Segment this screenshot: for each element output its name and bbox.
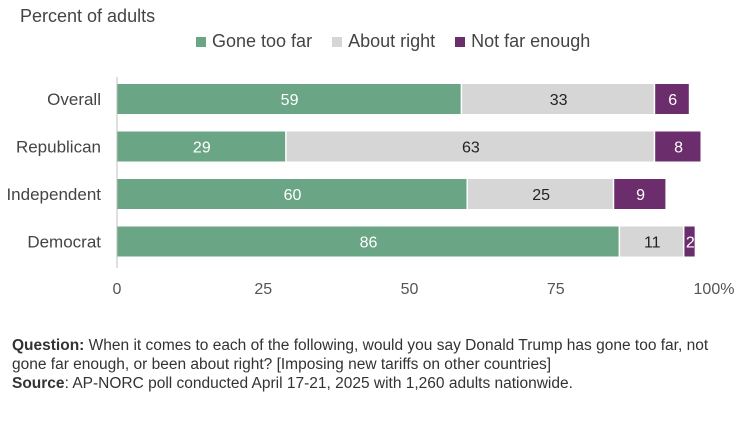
data-label-about-right-overall: 33 — [550, 92, 568, 109]
data-label-not-far-enough-democrat: 2 — [686, 235, 695, 252]
legend-swatch-not-far-enough — [455, 36, 466, 47]
legend-label-not-far-enough: Not far enough — [471, 31, 591, 51]
data-label-about-right-republican: 63 — [462, 140, 480, 157]
data-label-gone-too-far-overall: 59 — [281, 92, 299, 109]
category-label-democrat: Democrat — [27, 233, 101, 252]
category-label-overall: Overall — [47, 90, 101, 109]
data-label-gone-too-far-democrat: 86 — [360, 235, 378, 252]
x-tick-label-75: 75 — [547, 281, 565, 298]
bar-about-right-independent — [468, 179, 613, 209]
data-label-not-far-enough-independent: 9 — [636, 187, 645, 204]
x-tick-label-25: 25 — [254, 281, 272, 298]
legend-swatch-about-right — [332, 36, 343, 47]
chart-footer: Question: When it comes to each of the f… — [12, 336, 732, 393]
data-label-about-right-democrat: 11 — [644, 235, 661, 252]
bar-not-far-enough-overall — [655, 84, 689, 114]
source-label: Source — [12, 375, 65, 392]
category-label-republican: Republican — [16, 138, 101, 157]
bar-not-far-enough-republican — [655, 131, 701, 162]
bar-gone-too-far-overall — [117, 84, 461, 114]
category-label-independent: Independent — [6, 185, 101, 204]
data-label-not-far-enough-republican: 8 — [674, 140, 683, 157]
question-text: When it comes to each of the following, … — [12, 337, 709, 373]
data-label-not-far-enough-overall: 6 — [668, 92, 677, 109]
legend-swatch-gone-too-far — [196, 36, 206, 47]
question-label: Question: — [12, 337, 85, 354]
bar-gone-too-far-democrat — [117, 226, 619, 257]
legend-item-gone-too-far: Gone too far — [196, 31, 312, 52]
bar-about-right-democrat — [620, 226, 683, 257]
x-tick-label-0: 0 — [113, 281, 122, 298]
bar-gone-too-far-republican — [117, 131, 286, 162]
x-tick-label-50: 50 — [401, 281, 419, 298]
question-note: Question: When it comes to each of the f… — [12, 336, 732, 374]
bar-about-right-republican — [286, 131, 654, 162]
source-text: : AP-NORC poll conducted April 17-21, 20… — [64, 375, 573, 392]
chart-subtitle: Percent of adults — [20, 6, 156, 26]
bar-not-far-enough-democrat — [684, 226, 695, 257]
data-label-gone-too-far-independent: 60 — [284, 187, 302, 204]
x-tick-label-100: 100% — [694, 281, 735, 298]
bar-gone-too-far-independent — [117, 179, 467, 209]
data-label-about-right-independent: 25 — [532, 187, 550, 204]
legend-item-about-right: About right — [332, 31, 435, 52]
legend-label-about-right: About right — [348, 31, 436, 51]
source-note: Source: AP-NORC poll conducted April 17-… — [12, 374, 732, 393]
legend: Gone too far About right Not far enough — [196, 31, 610, 52]
legend-item-not-far-enough: Not far enough — [455, 31, 590, 52]
bar-not-far-enough-independent — [614, 179, 666, 209]
bar-about-right-overall — [462, 84, 654, 114]
data-label-gone-too-far-republican: 29 — [193, 140, 211, 157]
legend-label-gone-too-far: Gone too far — [212, 31, 313, 51]
